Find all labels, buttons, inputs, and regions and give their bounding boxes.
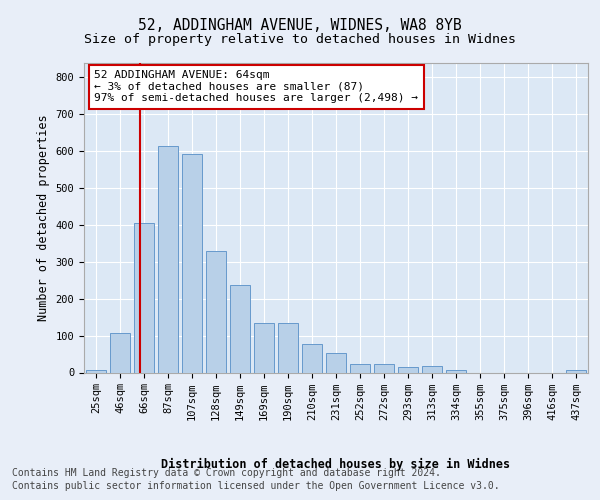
Bar [182,154,202,372]
Text: Contains public sector information licensed under the Open Government Licence v3: Contains public sector information licen… [12,481,500,491]
Bar [326,353,346,372]
Text: Distribution of detached houses by size in Widnes: Distribution of detached houses by size … [161,458,511,470]
Bar [422,366,442,372]
Bar [446,370,466,372]
Bar [86,370,106,372]
Bar [206,250,226,372]
Y-axis label: Number of detached properties: Number of detached properties [37,114,50,321]
Bar [158,146,178,372]
Bar [278,322,298,372]
Bar [350,364,370,372]
Text: Contains HM Land Registry data © Crown copyright and database right 2024.: Contains HM Land Registry data © Crown c… [12,468,441,477]
Text: Size of property relative to detached houses in Widnes: Size of property relative to detached ho… [84,32,516,46]
Bar [566,370,586,372]
Bar [302,344,322,372]
Bar [374,364,394,372]
Bar [110,333,130,372]
Bar [134,223,154,372]
Bar [230,284,250,372]
Bar [398,367,418,372]
Text: 52 ADDINGHAM AVENUE: 64sqm
← 3% of detached houses are smaller (87)
97% of semi-: 52 ADDINGHAM AVENUE: 64sqm ← 3% of detac… [94,70,418,103]
Text: 52, ADDINGHAM AVENUE, WIDNES, WA8 8YB: 52, ADDINGHAM AVENUE, WIDNES, WA8 8YB [138,18,462,32]
Bar [254,322,274,372]
